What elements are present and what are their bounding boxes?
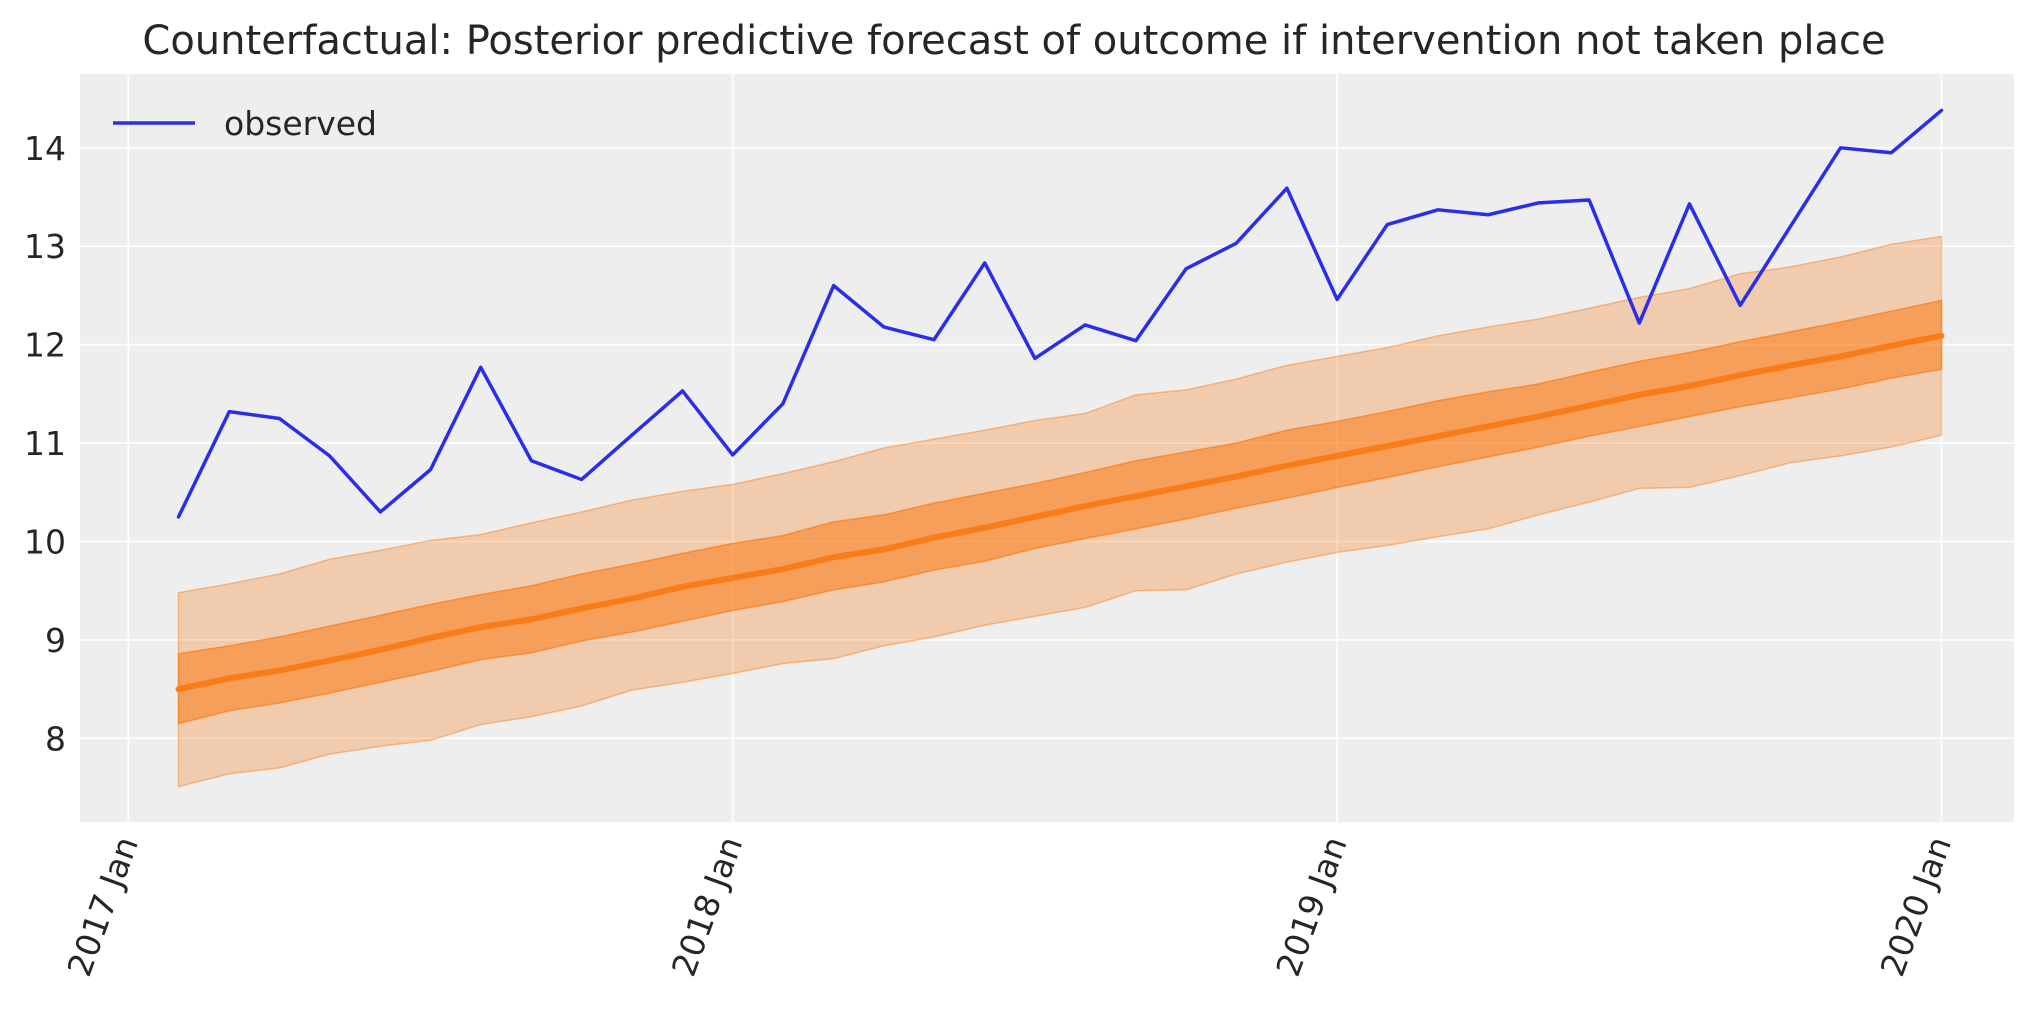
series-line-counterfactual-mean [175, 332, 1945, 693]
y-tick-label-11: 11 [24, 424, 66, 463]
y-tick-label-14: 14 [24, 129, 66, 168]
plot-area [80, 74, 2014, 822]
legend-label-observed: observed [224, 104, 377, 143]
y-tick-label-10: 10 [24, 523, 66, 562]
y-tick-label-12: 12 [24, 326, 66, 365]
series-line-observed [176, 108, 1944, 519]
y-tick-label-13: 13 [24, 227, 66, 266]
y-tick-label-9: 9 [45, 621, 66, 660]
y-tick-label-8: 8 [45, 719, 66, 758]
legend: observed [113, 104, 377, 143]
chart-title: Counterfactual: Posterior predictive for… [142, 18, 1885, 64]
line-layer [175, 108, 1945, 693]
